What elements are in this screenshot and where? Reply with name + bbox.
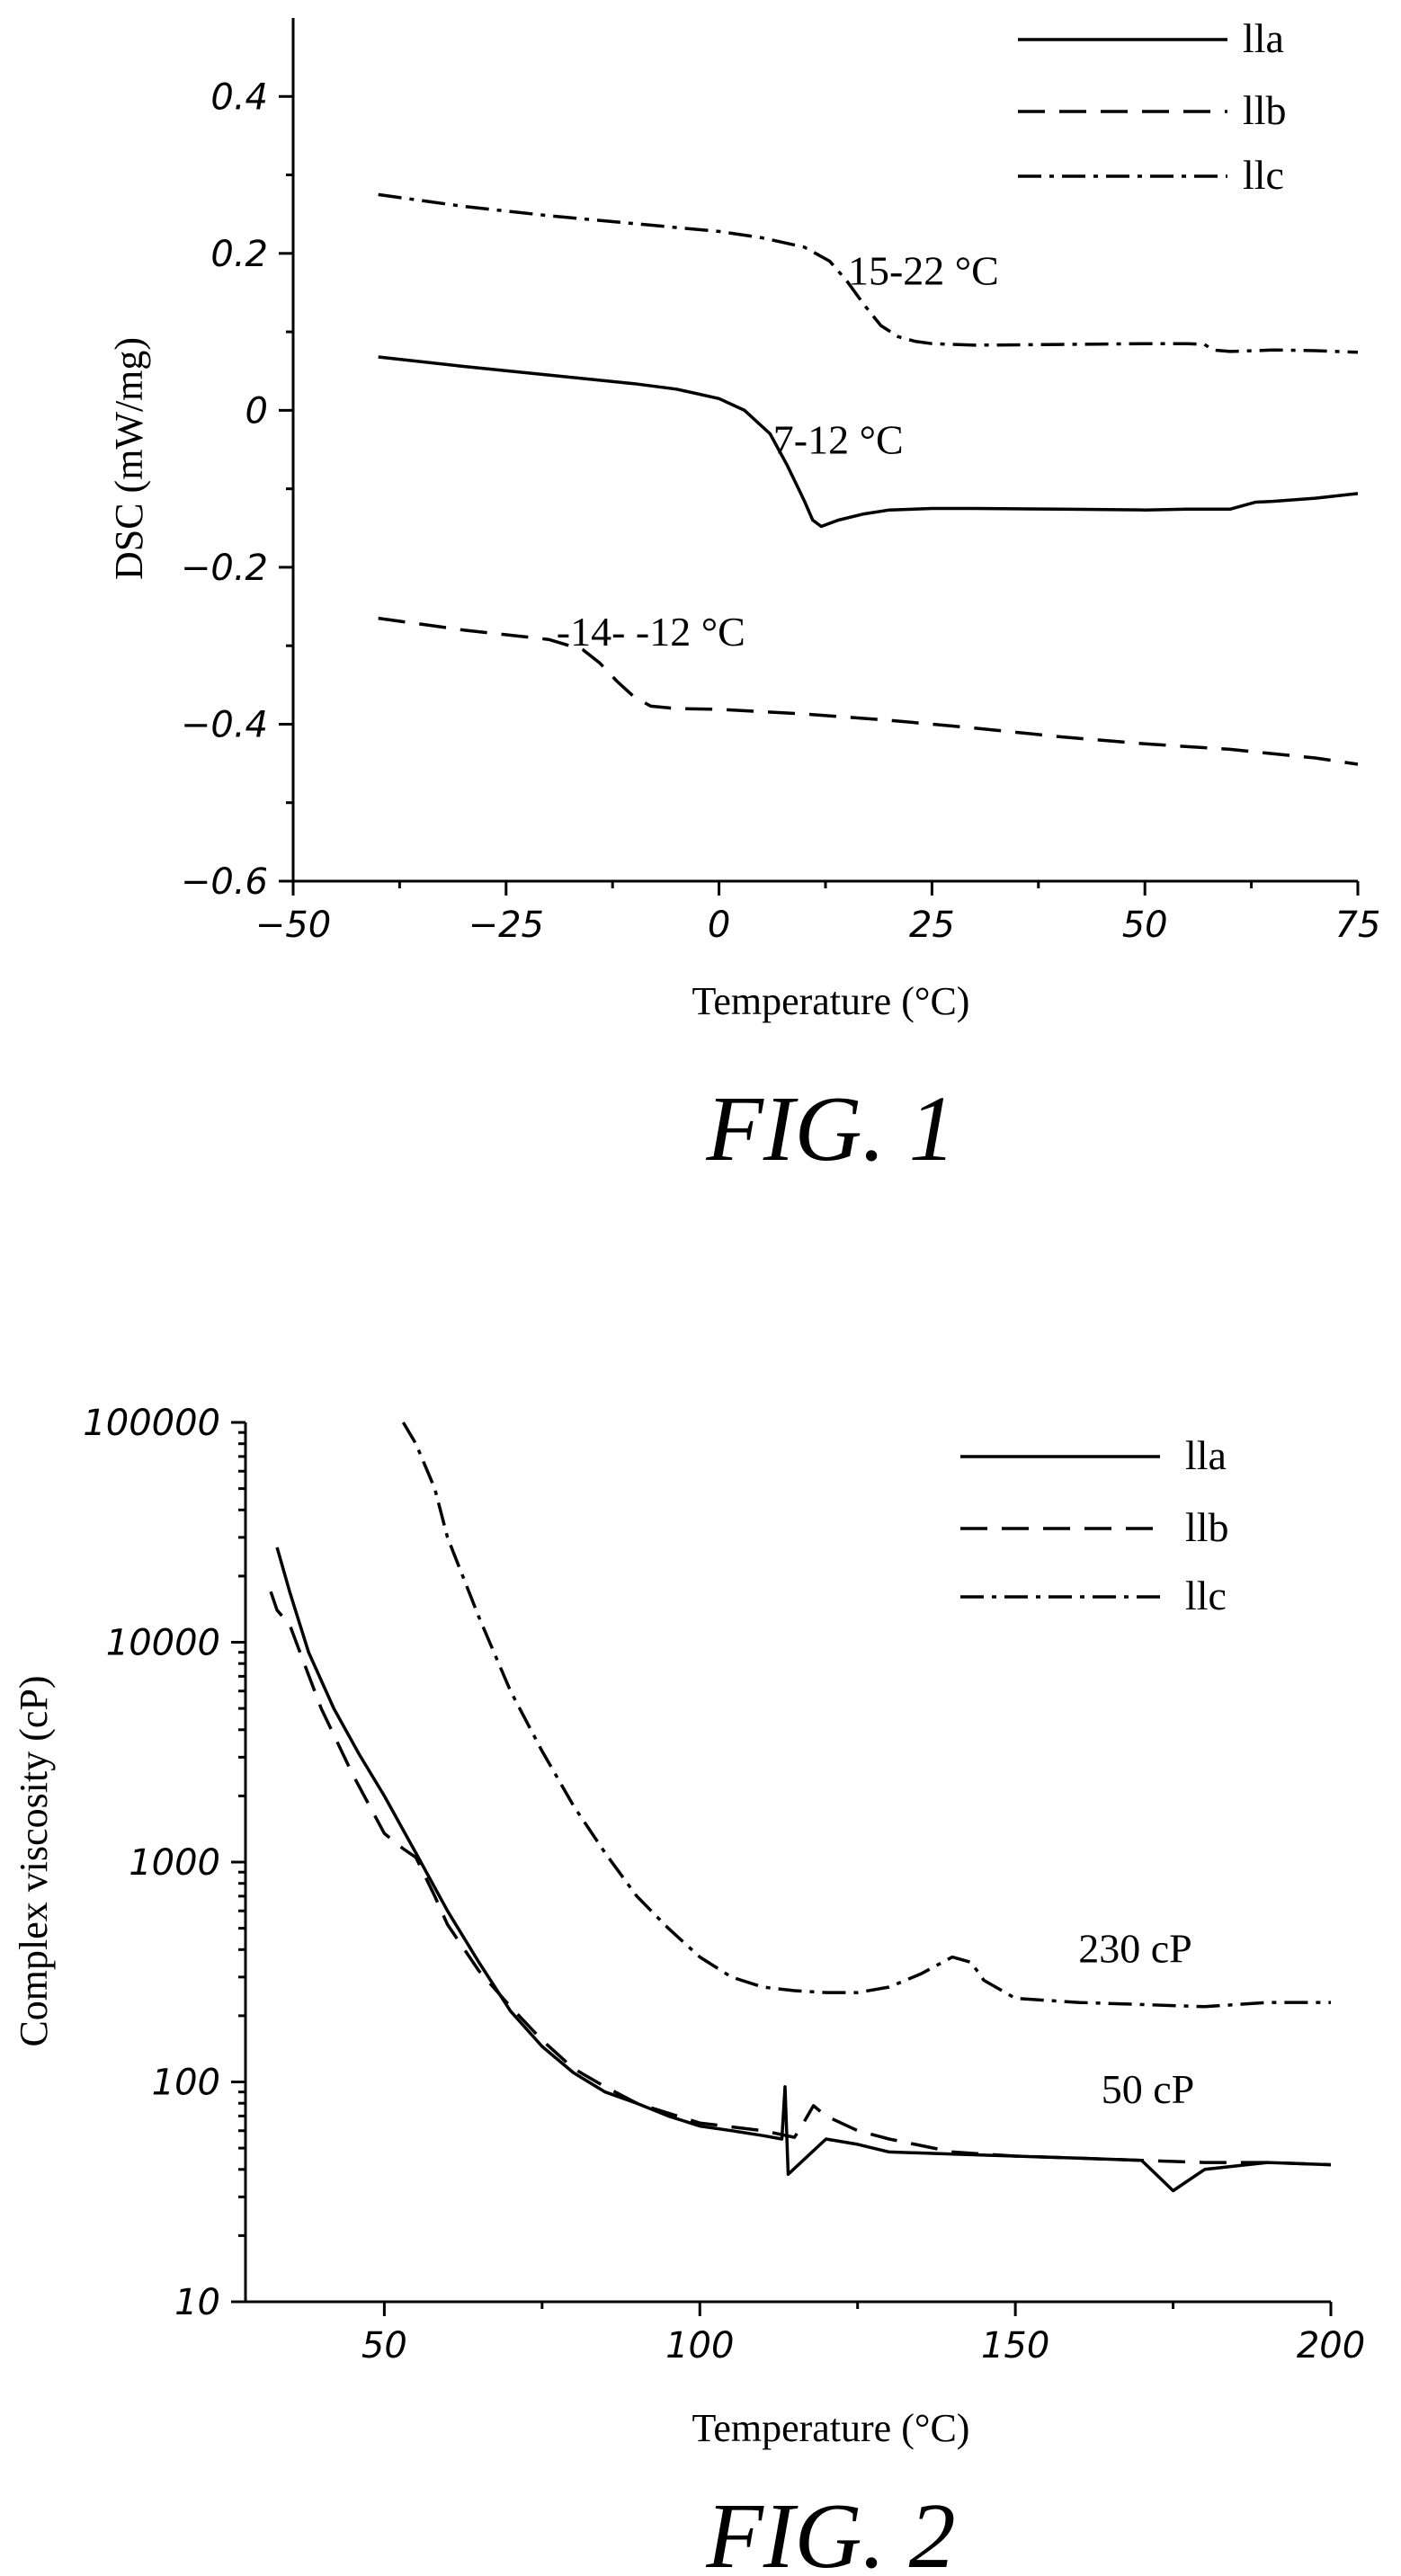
dsc-x-tick-label: 50 — [1122, 905, 1168, 946]
viscosity-annotations: 230 cP 50 cP — [1078, 1925, 1194, 2112]
dsc-series-llb-line — [378, 616, 1359, 766]
dsc-annotation-7-12-c: 7-12 °C — [773, 416, 904, 462]
viscosity-legend: lla llb llc — [960, 1432, 1229, 1618]
dsc-x-axis-title: Temperature (°C) — [692, 979, 970, 1023]
viscosity-annotation-50-cp: 50 cP — [1102, 2066, 1195, 2112]
viscosity-y-tick-label: 10 — [174, 2282, 220, 2323]
viscosity-series-llc-line — [401, 1422, 1331, 2009]
dsc-x-tick-label: 75 — [1335, 905, 1381, 946]
viscosity-y-axis-title: Complex viscosity (cP) — [12, 1675, 56, 2046]
dsc-series-llc-line — [378, 192, 1359, 354]
dsc-legend: lla llb llc — [1018, 15, 1287, 198]
dsc-x-ticks: −50 −25 0 25 50 75 — [255, 881, 1381, 946]
dsc-y-ticks: −0.6 −0.4 −0.2 0 0.2 0.4 — [181, 76, 293, 903]
dsc-y-tick-label: −0.6 — [181, 861, 268, 903]
dsc-annotation-14-12-c: -14- -12 °C — [557, 609, 745, 655]
viscosity-x-tick-label: 200 — [1297, 2325, 1365, 2367]
viscosity-y-ticks: 10 100 1000 10000 100000 — [83, 1403, 245, 2323]
dsc-chart: −0.6 −0.4 −0.2 0 0.2 0.4 −50 −25 0 25 50 75 DSC (m… — [107, 15, 1380, 1181]
viscosity-series-group — [269, 1422, 1332, 2193]
viscosity-x-tick-label: 50 — [361, 2325, 407, 2367]
viscosity-legend-label-llc: llc — [1185, 1573, 1227, 1618]
dsc-y-tick-label: −0.2 — [181, 548, 268, 589]
viscosity-y-tick-label: 1000 — [129, 1842, 220, 1884]
dsc-y-tick-label: −0.4 — [181, 704, 268, 745]
dsc-x-tick-label: 0 — [708, 905, 730, 946]
viscosity-y-tick-label: 100000 — [83, 1403, 220, 1444]
viscosity-x-tick-label: 150 — [981, 2325, 1049, 2367]
dsc-x-tick-label: −25 — [468, 905, 544, 946]
viscosity-series-lla-line — [275, 1546, 1332, 2193]
dsc-legend-label-llc: llc — [1243, 152, 1284, 198]
viscosity-x-ticks: 50 100 150 200 — [361, 2302, 1365, 2367]
dsc-legend-label-lla: lla — [1243, 15, 1284, 61]
viscosity-annotation-230-cp: 230 cP — [1078, 1925, 1192, 1971]
viscosity-y-tick-label: 10000 — [106, 1623, 220, 1664]
viscosity-x-tick-label: 100 — [665, 2325, 734, 2367]
dsc-series-lla-line — [378, 355, 1359, 529]
dsc-x-tick-label: −50 — [255, 905, 331, 946]
dsc-y-axis-title: DSC (mW/mg) — [107, 337, 151, 580]
dsc-x-tick-label: 25 — [909, 905, 955, 946]
dsc-y-tick-label: 0.4 — [210, 76, 268, 118]
viscosity-legend-label-llb: llb — [1185, 1504, 1229, 1550]
viscosity-chart: 10 100 1000 10000 100000 50 100 150 200 Complex… — [12, 1403, 1365, 2576]
viscosity-series-llb-line — [269, 1591, 1332, 2167]
viscosity-y-tick-label: 100 — [152, 2063, 220, 2104]
viscosity-legend-label-lla: lla — [1185, 1432, 1227, 1478]
dsc-annotations: 15-22 °C 7-12 °C -14- -12 °C — [557, 248, 999, 655]
viscosity-x-axis-title: Temperature (°C) — [692, 2406, 970, 2450]
dsc-annotation-15-22-c: 15-22 °C — [848, 248, 999, 294]
dsc-series-group — [378, 192, 1359, 766]
dsc-y-tick-label: 0.2 — [210, 234, 268, 275]
fig2-caption: FIG. 2 — [705, 2484, 955, 2576]
fig1-caption: FIG. 1 — [705, 1077, 955, 1181]
dsc-y-tick-label: 0 — [245, 390, 268, 432]
dsc-legend-label-llb: llb — [1243, 87, 1287, 133]
